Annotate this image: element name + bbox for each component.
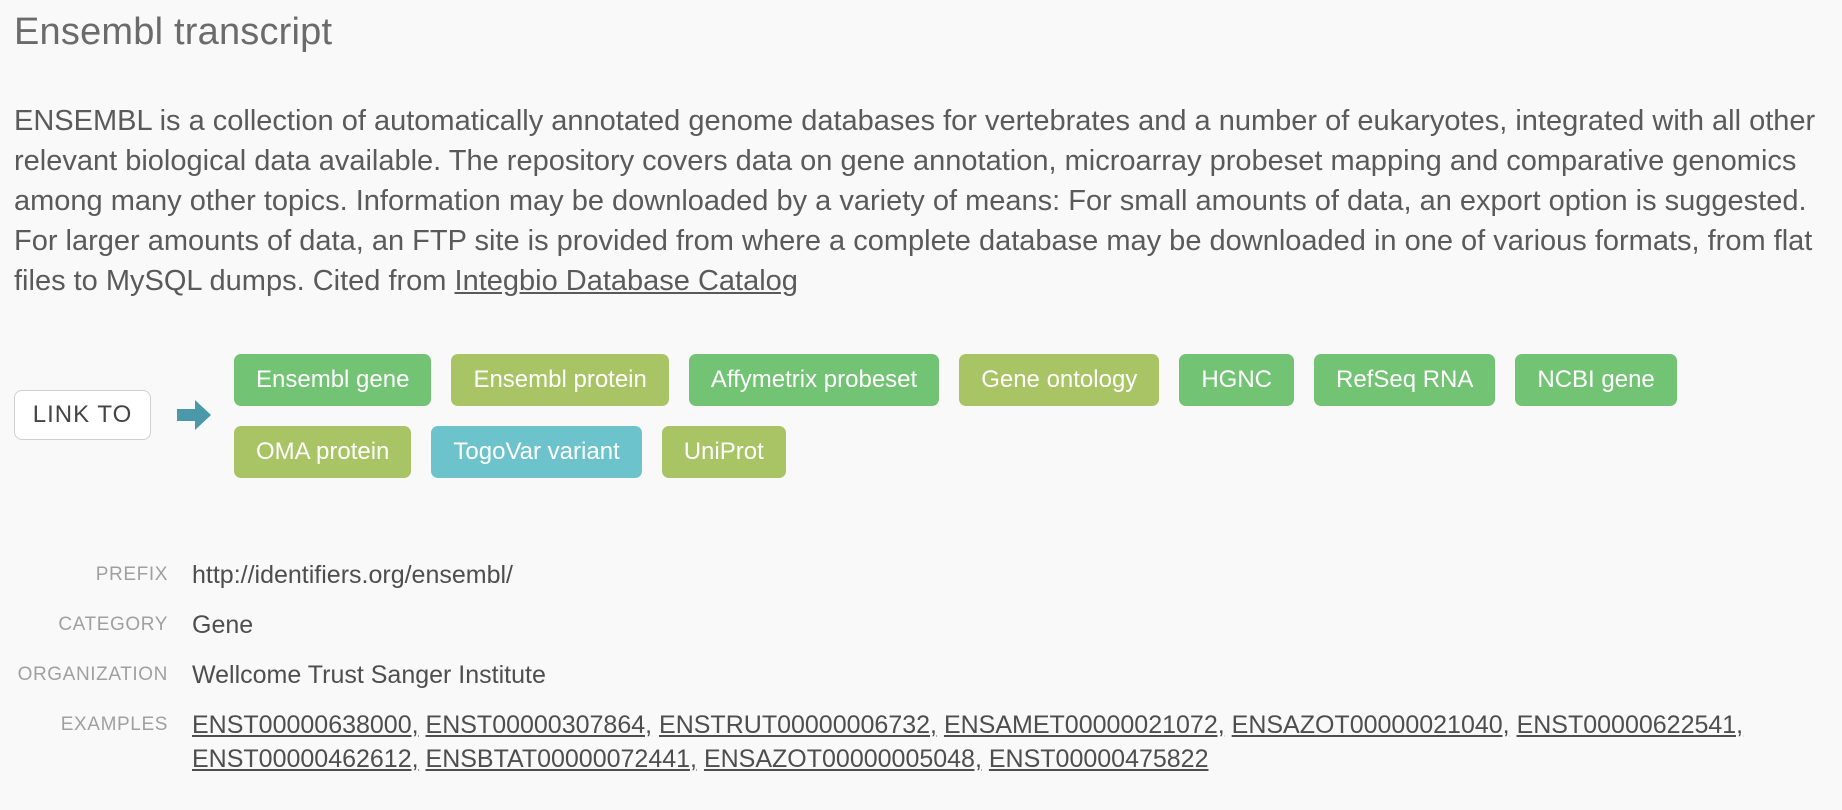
meta-row-category: CATEGORY Gene: [14, 608, 1824, 642]
example-link[interactable]: ENST00000622541,: [1516, 711, 1744, 739]
description-text: ENSEMBL is a collection of automatically…: [14, 105, 1816, 297]
example-link[interactable]: ENSBTAT00000072441,: [425, 745, 697, 773]
metadata-table: PREFIX http://identifiers.org/ensembl/ C…: [14, 558, 1824, 792]
link-tag-ensembl-protein[interactable]: Ensembl protein: [451, 354, 669, 406]
link-tag-gene-ontology[interactable]: Gene ontology: [959, 354, 1160, 406]
example-link[interactable]: ENST00000638000,: [192, 711, 419, 739]
link-tag-ncbi-gene[interactable]: NCBI gene: [1515, 354, 1677, 406]
link-to-section: LINK TO Ensembl gene Ensembl protein Affym…: [14, 354, 1824, 484]
example-link[interactable]: ENSAZOT00000021040,: [1231, 711, 1510, 739]
meta-row-prefix: PREFIX http://identifiers.org/ensembl/: [14, 558, 1824, 592]
arrow-right-icon: [177, 400, 211, 430]
meta-row-organization: ORGANIZATION Wellcome Trust Sanger Insti…: [14, 658, 1824, 692]
integbio-catalog-link[interactable]: Integbio Database Catalog: [454, 265, 798, 297]
link-tag-togovar-variant[interactable]: TogoVar variant: [431, 426, 642, 478]
dataset-page: Ensembl transcript ENSEMBL is a collecti…: [14, 0, 1826, 773]
link-tag-refseq-rna[interactable]: RefSeq RNA: [1313, 354, 1496, 406]
example-link[interactable]: ENST00000462612,: [192, 745, 419, 773]
examples-label: EXAMPLES: [60, 714, 168, 735]
link-tag-ensembl-gene[interactable]: Ensembl gene: [234, 354, 432, 406]
link-target-tags: Ensembl gene Ensembl protein Affymetrix pr…: [234, 354, 1824, 478]
example-link[interactable]: ENST00000307864,: [425, 711, 653, 739]
page-title: Ensembl transcript: [14, 11, 333, 53]
link-tag-hgnc[interactable]: HGNC: [1179, 354, 1294, 406]
link-tag-affymetrix-probeset[interactable]: Affymetrix probeset: [688, 354, 940, 406]
organization-value: Wellcome Trust Sanger Institute: [192, 661, 546, 689]
example-link[interactable]: ENSAMET00000021072,: [943, 711, 1225, 739]
prefix-label: PREFIX: [95, 564, 168, 585]
examples-value: ENST00000638000, ENST00000307864, ENSTRU…: [192, 708, 1812, 776]
dataset-description: ENSEMBL is a collection of automatically…: [14, 101, 1826, 301]
organization-label: ORGANIZATION: [17, 664, 168, 685]
prefix-value: http://identifiers.org/ensembl/: [192, 561, 513, 589]
link-tag-uniprot[interactable]: UniProt: [661, 426, 786, 478]
example-link[interactable]: ENSTRUT00000006732,: [659, 711, 937, 739]
example-link[interactable]: ENSAZOT00000005048,: [703, 745, 982, 773]
category-value: Gene: [192, 611, 254, 639]
meta-row-examples: EXAMPLES ENST00000638000, ENST0000030786…: [14, 708, 1824, 776]
arrow-right-icon-shape: [177, 400, 211, 430]
example-link[interactable]: ENST00000475822: [988, 745, 1209, 773]
link-to-label: LINK TO: [14, 390, 151, 440]
link-tag-oma-protein[interactable]: OMA protein: [234, 426, 412, 478]
category-label: CATEGORY: [58, 614, 168, 635]
